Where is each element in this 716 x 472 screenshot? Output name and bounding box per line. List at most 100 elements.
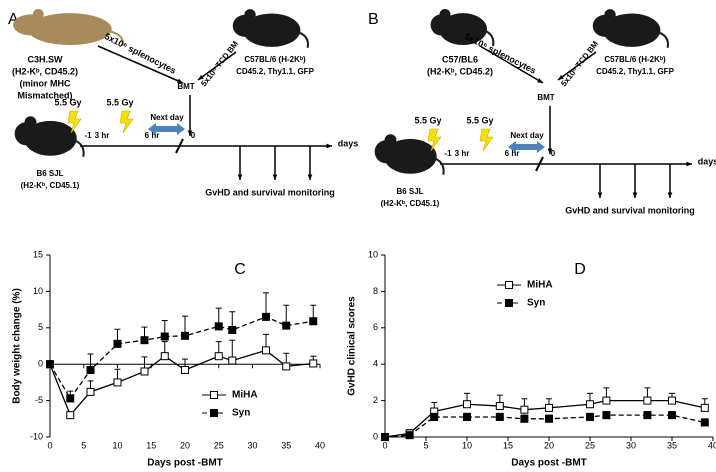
y-axis-label: Body weight change (%) [12,288,23,404]
mouse-body [27,13,112,46]
data-point [86,387,95,396]
data-point [545,414,553,423]
recipient-text: B6 SJL [396,187,423,196]
x-tick-label: 0 [47,440,52,450]
y-tick-label: 2 [373,395,378,405]
days-label: days [698,156,716,166]
data-point [405,431,414,440]
data-point [113,339,122,348]
data-point [262,312,270,321]
x-tick-label: 15 [146,440,156,450]
data-point [309,359,318,368]
data-point [430,412,439,421]
panel-label: C [234,261,246,278]
mouse-ear [604,9,616,21]
donor-text: Mismatched) [17,90,72,100]
dose-label: 5.5 Gy [414,115,441,125]
x-tick-label: 25 [585,440,595,450]
series-line [384,399,705,438]
legend-label: Syn [527,298,545,309]
x-tick-label: 20 [544,440,554,450]
data-point [86,366,95,375]
panel-label: B [368,11,379,28]
dose-label: 5.5 Gy [466,115,493,125]
mouse-ear [32,8,44,20]
y-tick-label: 6 [373,322,378,332]
arrow-head [597,192,603,198]
arrow-head [307,174,313,180]
dose-label: 5.5 Gy [106,97,133,107]
arrow-line [557,51,597,81]
data-point [228,356,237,365]
panel-label: D [574,261,586,278]
y-tick-label: 0 [38,359,43,369]
data-point [181,331,189,340]
x-tick-label: 5 [423,440,428,450]
data-point [160,332,169,341]
y-tick-label: 5 [38,322,43,332]
arrow-head [198,74,204,80]
y-tick-label: 10 [368,249,378,259]
donor-text: C57/BL6 [442,54,478,64]
x-tick-label: 40 [315,440,325,450]
arrow-head [272,174,278,180]
mouse-ear [439,8,451,20]
arrow-line [97,45,184,84]
data-point [586,400,594,409]
arrow-head [537,78,543,83]
data-point [463,412,471,421]
x-tick-label: 35 [281,440,291,450]
legend-label: MiHA [527,280,553,291]
recipient-text: B6 SJL [36,169,63,178]
x-tick-label: 0 [382,440,387,450]
x-tick-label: 40 [708,440,716,450]
data-point [520,405,529,414]
mouse-ear [384,134,397,147]
data-point [309,317,318,326]
lightning [67,110,82,134]
legend-label: Syn [232,408,250,419]
mouse-tail [298,31,309,48]
break-mark [175,138,184,154]
data-point [46,360,54,369]
arrow-head [686,161,692,167]
dose-label: 5.5 Gy [54,97,81,107]
break-mark [535,156,544,172]
data-point [140,367,149,376]
arrow-head [667,192,673,198]
legend-marker [210,391,218,399]
data-point [545,403,553,412]
arrow-line [479,45,544,84]
time-label: 6 hr [145,131,160,140]
mouse-ear [244,9,256,21]
data-point [214,352,223,361]
data-point [228,325,237,334]
monitoring-label: GvHD and survival monitoring [205,187,335,197]
data-point [214,322,223,331]
legend-marker [505,281,513,289]
monitoring-label: GvHD and survival monitoring [565,205,695,215]
mouse-body [242,13,301,47]
data-point [668,411,676,420]
arrow-head [558,74,564,80]
time-label: -1 [444,149,452,158]
data-point [140,336,149,345]
mouse-body [383,138,437,174]
arrow-line [197,51,237,81]
bmt-label: BMT [177,82,194,91]
arrow-head [326,143,332,149]
data-point [700,403,709,412]
time-label: 3 hr [95,131,110,140]
next-day-label: Next day [510,131,544,140]
bmt-label: BMT [537,93,554,102]
time-label: 3 hr [455,149,470,158]
mouse-body [602,13,661,47]
mouse-tail [485,30,495,47]
data-point [282,321,291,330]
lightning [119,110,134,134]
bm-donor-text: C57BL/6 (H-2Kᵇ) [604,55,666,64]
x-axis-label: Days post -BMT [147,458,223,469]
lightning [479,128,494,152]
data-point [66,394,75,403]
data-point [643,396,652,405]
